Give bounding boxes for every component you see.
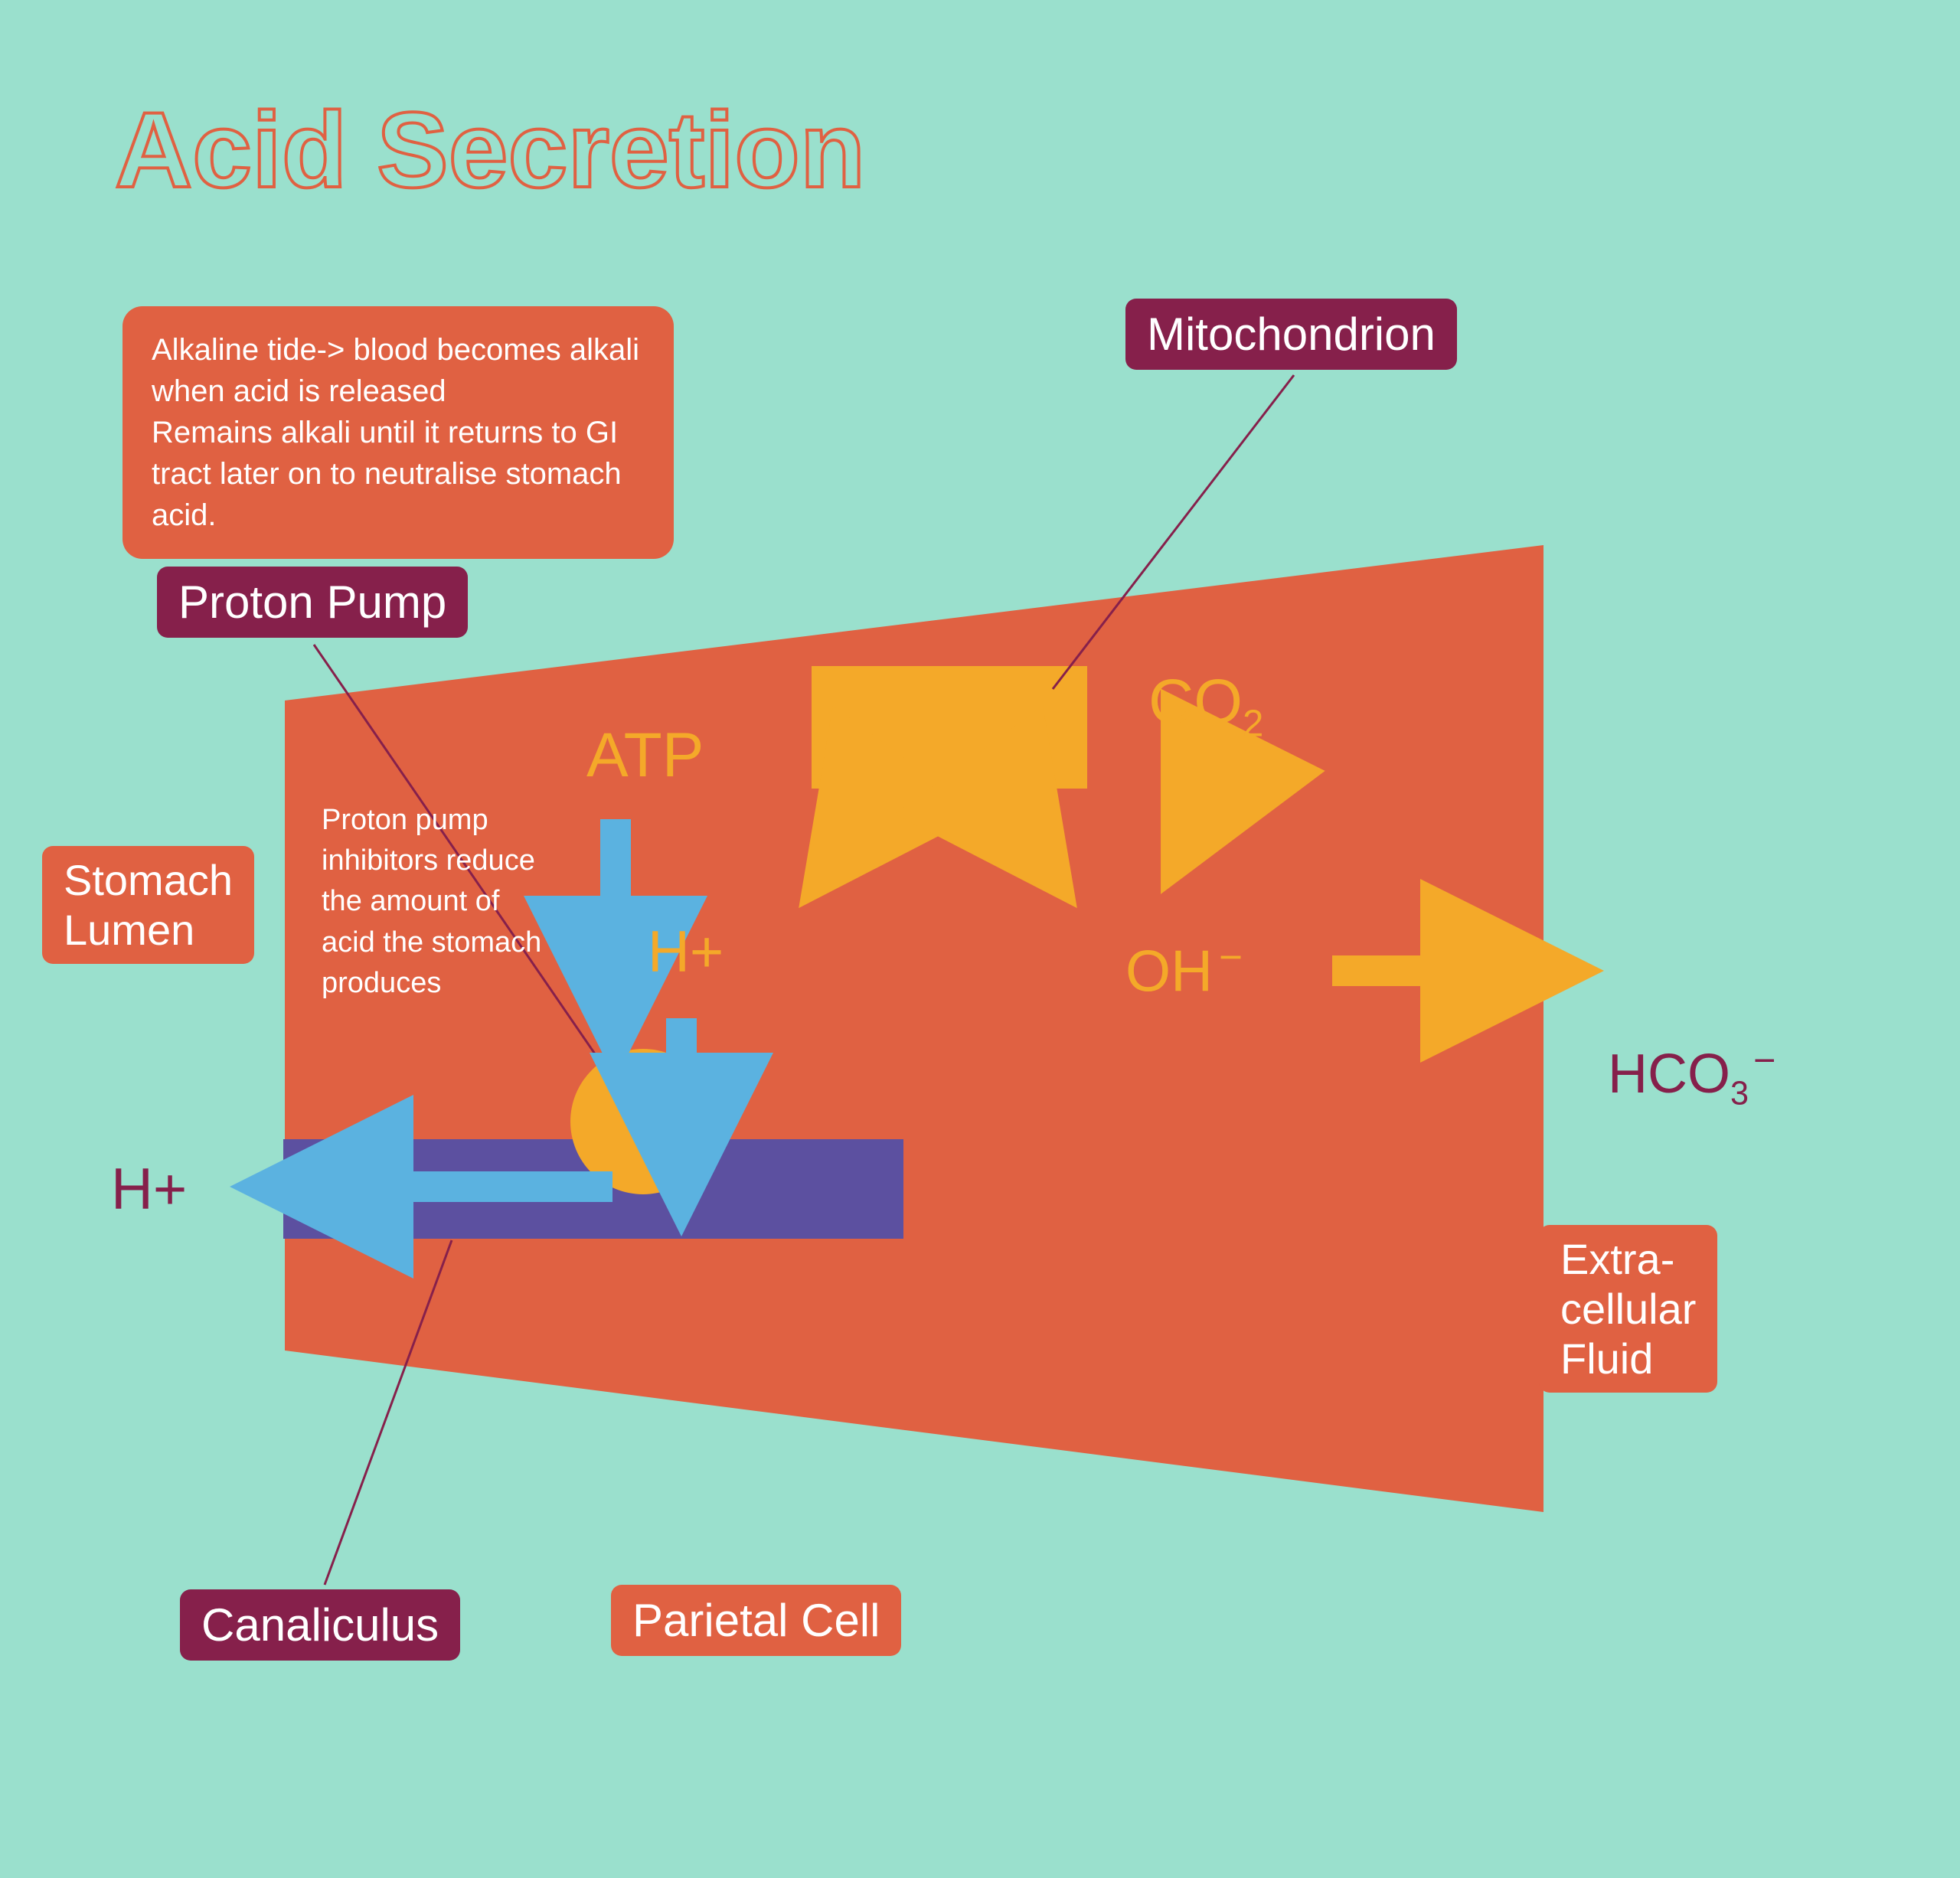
extracellular-fluid-label: Extra-cellularFluid	[1539, 1225, 1717, 1393]
h-plus-top-label: H+	[648, 919, 724, 985]
h-plus-left-label: H+	[111, 1156, 187, 1223]
parietal-cell-label: Parietal Cell	[611, 1585, 901, 1656]
atp-label: ATP	[586, 720, 704, 792]
diagram-title: Acid Secretion	[115, 88, 865, 212]
proton-pump-label: Proton Pump	[157, 567, 468, 638]
mitochondrion-shape	[812, 666, 1087, 789]
diagram-canvas: Acid Secretion Alkaline tide-> blood bec…	[0, 0, 1960, 1878]
co2-label: CO2	[1148, 666, 1263, 745]
stomach-lumen-label: StomachLumen	[42, 846, 254, 964]
canaliculus-label: Canaliculus	[180, 1589, 460, 1661]
mitochondrion-label: Mitochondrion	[1125, 299, 1457, 370]
alkaline-tide-infobox: Alkaline tide-> blood becomes alkali whe…	[122, 306, 674, 559]
ppi-note-text: Proton pumpinhibitors reducethe amount o…	[322, 800, 541, 1004]
oh-minus-label: OH−	[1125, 934, 1243, 1004]
hco3-minus-label: HCO3−	[1608, 1037, 1775, 1112]
